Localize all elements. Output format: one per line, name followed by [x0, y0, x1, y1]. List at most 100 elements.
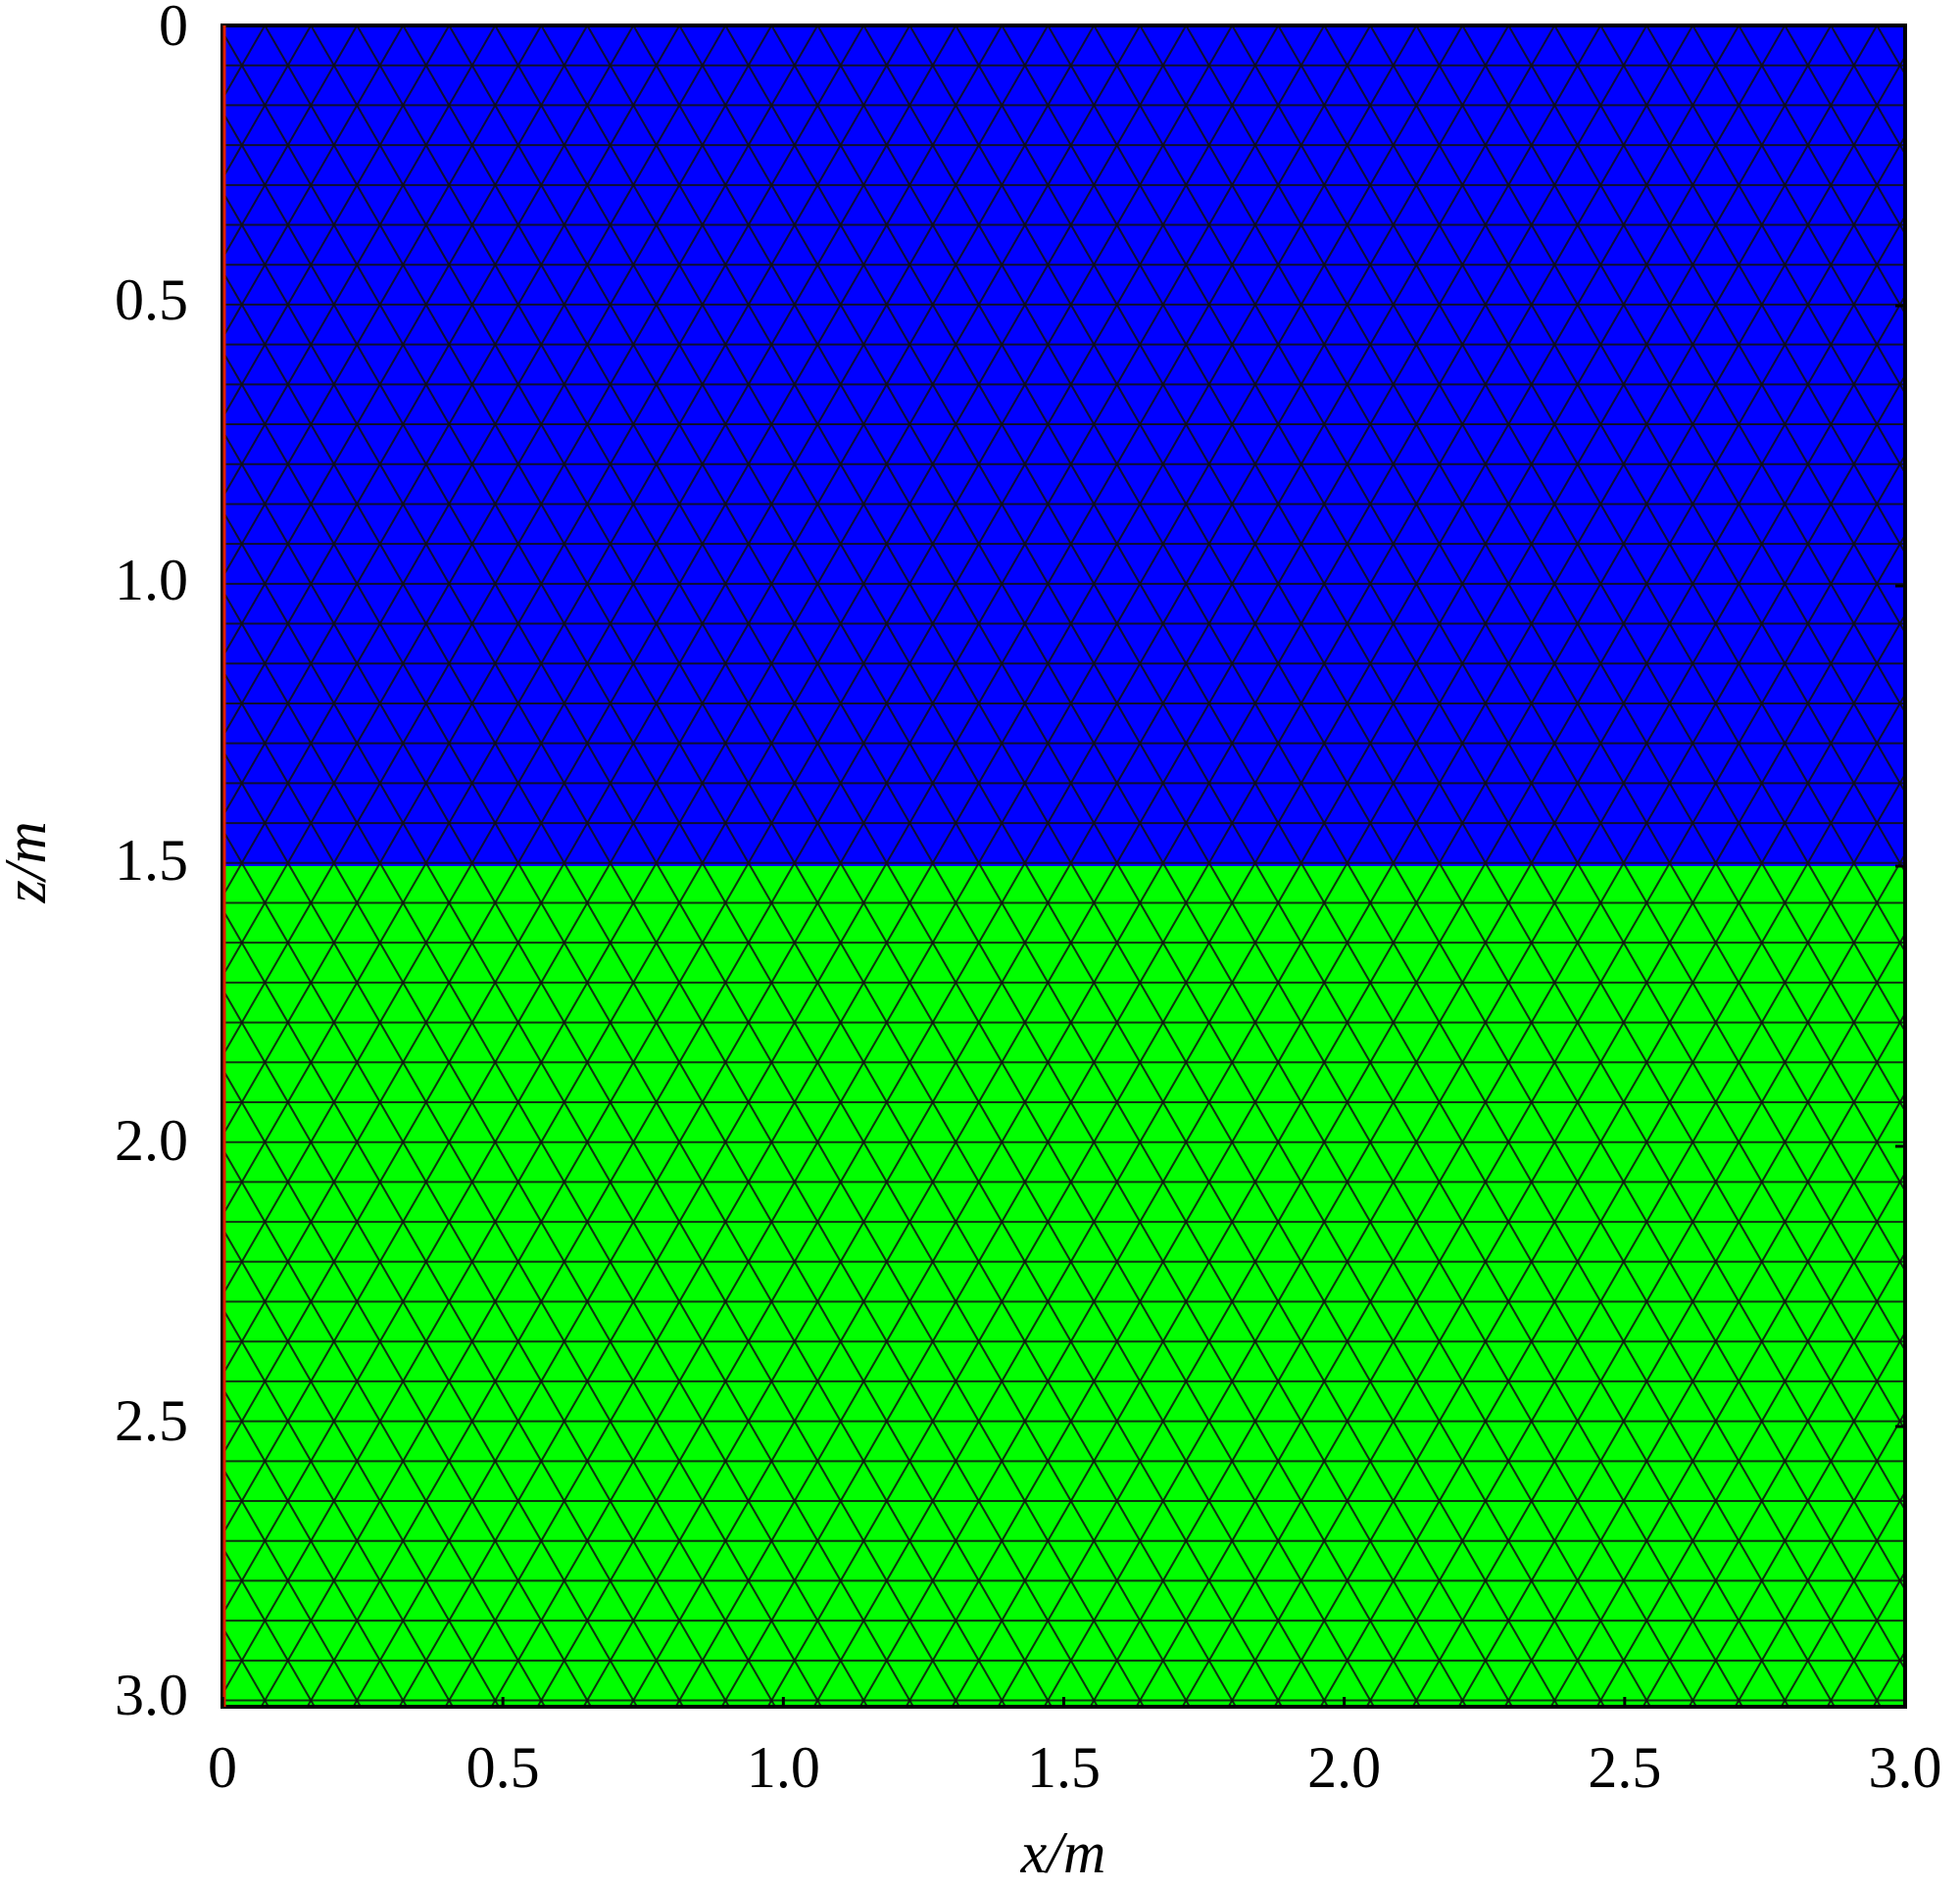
mesh-line: [766, 25, 1740, 1707]
mesh-line: [586, 25, 1559, 1707]
mesh-line: [1227, 533, 1905, 1707]
mesh-line: [1135, 373, 1905, 1707]
mesh-line: [1553, 25, 1905, 635]
mesh-line: [222, 349, 1006, 1707]
mesh-line: [1599, 25, 1905, 556]
mesh-line: [222, 987, 638, 1707]
mesh-line: [1139, 25, 1905, 1353]
mesh-line: [222, 25, 773, 979]
mesh-line: [222, 25, 451, 420]
mesh-line: [264, 25, 1237, 1707]
mesh-line: [1461, 25, 1905, 795]
mesh-line: [222, 25, 819, 1058]
mesh-line: [222, 25, 1050, 1457]
mesh-line: [494, 25, 1467, 1707]
mesh-line: [222, 29, 1191, 1707]
mesh-line: [1920, 25, 1960, 1707]
mesh-line: [858, 25, 1833, 1707]
mesh-line: [955, 25, 1905, 1671]
x-tick-label: 3.0: [1869, 1735, 1942, 1800]
mesh-line: [222, 1146, 546, 1707]
ticks: 0 0.5 1.0 1.5 2.0 2.5 3.0 0 0.5 1.0 1.5 2.0 2.5 3.0: [115, 0, 1942, 1800]
mesh-line: [540, 25, 1513, 1707]
mesh-line: [1181, 453, 1905, 1707]
mesh-line: [812, 25, 1787, 1707]
y-tick-label: 1.5: [115, 828, 188, 893]
mesh-line: [306, 25, 1280, 1707]
mesh-line: [1365, 772, 1905, 1707]
mesh-line: [222, 25, 543, 580]
mesh-line: [222, 428, 960, 1707]
mesh-line: [674, 25, 1648, 1707]
regions: [222, 25, 1905, 1707]
mesh-line: [582, 25, 1556, 1707]
mesh-line: [222, 25, 405, 341]
y-axis-title: z/m: [0, 821, 58, 903]
mesh-line: [1047, 25, 1905, 1513]
mesh-line: [1457, 932, 1905, 1707]
mesh-line: [222, 25, 497, 500]
x-tick-label: 1.5: [1027, 1735, 1101, 1800]
mesh-line: [1642, 1250, 1905, 1707]
mesh-line: [444, 25, 1418, 1707]
mesh-line: [1691, 25, 1905, 396]
mesh-line: [536, 25, 1510, 1707]
mesh-line: [448, 25, 1421, 1707]
mesh-line: [352, 25, 1326, 1707]
mesh-line: [402, 25, 1375, 1707]
mesh-line: [678, 25, 1651, 1707]
mesh-line: [1595, 1171, 1905, 1707]
mesh-line: [222, 1385, 408, 1707]
mesh-line: [720, 25, 1694, 1707]
mesh-line: [862, 25, 1836, 1707]
mesh-line: [222, 25, 1096, 1537]
mesh-line: [816, 25, 1789, 1707]
mesh-line: [1277, 25, 1905, 1114]
mesh-line: [1645, 25, 1905, 475]
mesh-line: [1507, 25, 1905, 715]
mesh-line: [222, 25, 865, 1138]
region: [222, 25, 1905, 866]
mesh-line: [1503, 1011, 1905, 1707]
mesh-line: [222, 25, 635, 740]
mesh-line: [1688, 1331, 1905, 1707]
mesh-line: [1323, 25, 1905, 1034]
mesh-line: [1319, 692, 1905, 1707]
mesh-line: [1231, 25, 1905, 1193]
mesh-line: [222, 1305, 454, 1707]
x-axis-title: x/m: [1020, 1820, 1106, 1885]
mesh-line: [222, 25, 911, 1218]
mesh-line: [724, 25, 1697, 1707]
mesh-line: [770, 25, 1743, 1707]
mesh-line: [908, 25, 1882, 1707]
mesh-line: [222, 25, 589, 659]
y-tick-label: 0.5: [115, 267, 188, 332]
mesh-line: [222, 667, 822, 1707]
mesh-line: [1001, 25, 1905, 1592]
mesh-line: [222, 827, 730, 1707]
mesh-line: [310, 25, 1283, 1707]
mesh-line: [628, 25, 1602, 1707]
x-tick-label: 1.0: [747, 1735, 820, 1800]
mesh-line: [1273, 612, 1905, 1707]
mesh-line: [222, 1226, 500, 1707]
mesh-line: [997, 134, 1905, 1707]
mesh-line: [222, 25, 1004, 1378]
mesh-line: [905, 25, 1879, 1707]
mesh-line: [260, 25, 1234, 1707]
mesh-line: [222, 1066, 592, 1707]
mesh-line: [1185, 25, 1905, 1273]
mesh-line: [222, 25, 957, 1298]
y-tick-label: 1.0: [115, 548, 188, 612]
mesh-line: [222, 25, 1142, 1617]
mesh-line: [222, 508, 914, 1707]
mesh-line: [222, 25, 1188, 1697]
y-tick-label: 2.0: [115, 1108, 188, 1173]
mesh-line: [398, 25, 1372, 1707]
mesh-line: [222, 588, 868, 1707]
mesh-line: [222, 906, 684, 1707]
mesh-line: [222, 25, 727, 899]
mesh-line: [222, 25, 681, 819]
